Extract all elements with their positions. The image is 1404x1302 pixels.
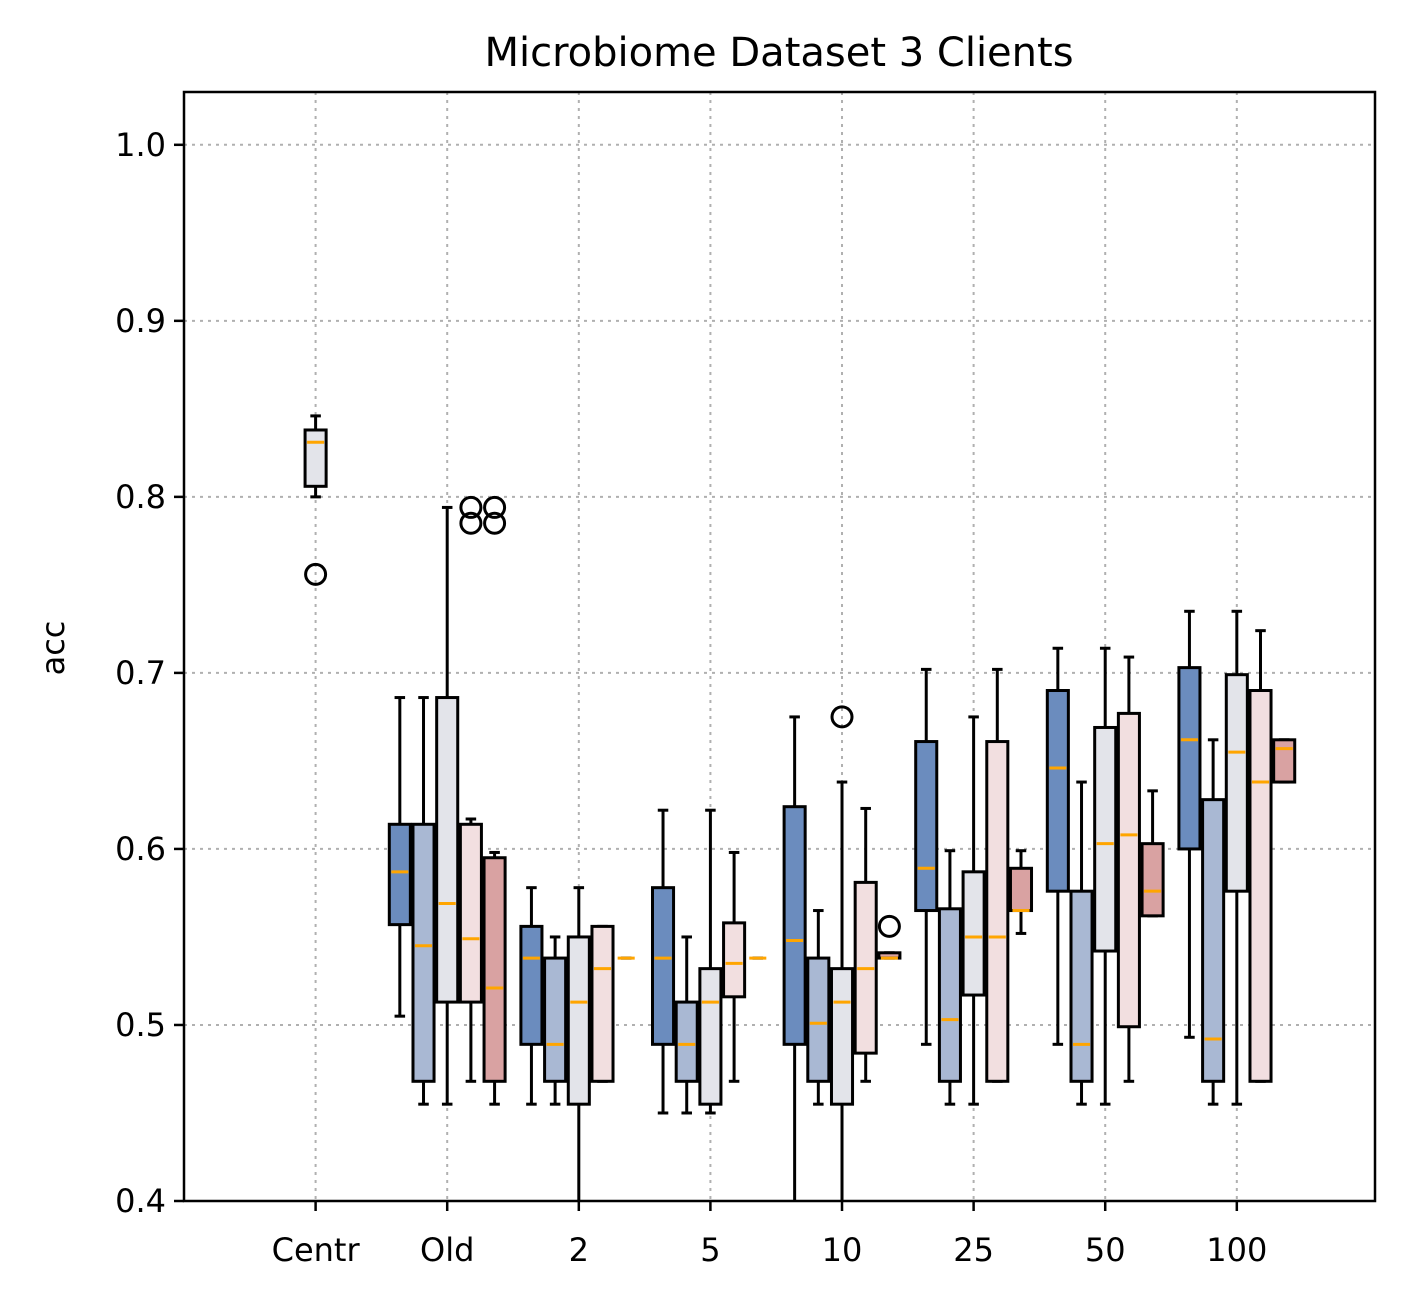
outlier-point <box>483 495 507 519</box>
box-rect <box>1248 689 1273 1083</box>
box-25 <box>1008 849 1034 935</box>
box-rect <box>1140 842 1165 918</box>
outlier-point <box>830 705 854 729</box>
box-13 <box>698 808 723 1115</box>
box-rect <box>722 921 747 999</box>
y-tick-label: 0.4 <box>115 1182 166 1220</box>
box-rect <box>1116 711 1141 1029</box>
box-rect <box>411 822 436 1083</box>
box-5 <box>482 495 507 1106</box>
box-28 <box>1093 646 1118 1106</box>
x-tick-label: 5 <box>700 1231 720 1269</box>
box-rect <box>806 956 831 1083</box>
box-rect <box>937 907 962 1083</box>
box-rect <box>543 956 568 1083</box>
y-tick-label: 0.7 <box>115 654 166 692</box>
box-33 <box>1224 609 1249 1106</box>
box-2 <box>411 696 436 1106</box>
box-rect <box>674 1000 699 1083</box>
box-6 <box>519 886 544 1106</box>
box-rect <box>566 935 591 1106</box>
box-rect <box>829 967 855 1106</box>
box-19 <box>853 806 878 1083</box>
x-tick-label: 25 <box>953 1231 994 1269</box>
box-31 <box>1177 609 1202 1039</box>
box-rect <box>1093 725 1118 953</box>
box-rect <box>590 924 615 1083</box>
box-14 <box>722 850 747 1083</box>
outlier-point <box>459 495 483 519</box>
box-rect <box>782 805 807 1046</box>
box-rect <box>1272 738 1297 784</box>
x-tick-label: 2 <box>569 1231 589 1269</box>
box-3 <box>435 505 460 1106</box>
box-rect <box>519 924 544 1046</box>
y-tick-label: 0.6 <box>115 830 166 868</box>
box-27 <box>1069 780 1094 1106</box>
box-rect <box>482 856 507 1083</box>
box-26 <box>1045 646 1070 1046</box>
box-rect <box>458 822 483 1004</box>
box-30 <box>1140 789 1165 918</box>
box-rect <box>651 886 676 1046</box>
box-rect <box>1224 673 1249 893</box>
box-rect <box>387 822 412 927</box>
box-18 <box>829 705 855 1201</box>
box-7 <box>543 935 568 1106</box>
box-rect <box>1069 889 1094 1083</box>
plot-frame <box>182 90 1377 1203</box>
box-17 <box>806 909 831 1106</box>
box-8 <box>566 886 591 1201</box>
y-tick-label: 0.8 <box>115 478 166 516</box>
box-rect <box>1008 866 1034 913</box>
y-axis-label: acc <box>34 621 72 676</box>
y-tick-label: 1.0 <box>115 126 166 164</box>
box-35 <box>1272 738 1297 784</box>
box-21 <box>914 667 939 1046</box>
box-9 <box>590 924 615 1083</box>
outlier-point <box>877 914 901 938</box>
box-rect <box>303 428 328 488</box>
box-rect <box>914 740 939 913</box>
box-24 <box>985 667 1010 1083</box>
box-rect <box>698 967 723 1106</box>
box-12 <box>674 935 699 1115</box>
box-rect <box>1201 798 1226 1083</box>
box-0 <box>303 414 328 586</box>
y-tick-label: 0.9 <box>115 302 166 340</box>
x-tick-label: Centr <box>272 1231 361 1269</box>
box-rect <box>435 696 460 1004</box>
outlier-point <box>304 562 328 586</box>
box-rect <box>1045 689 1070 893</box>
box-11 <box>651 808 676 1115</box>
y-tick-label: 0.5 <box>115 1006 166 1044</box>
x-tick-label: 50 <box>1085 1231 1126 1269</box>
box-4 <box>458 495 483 1083</box>
box-rect <box>1177 666 1202 851</box>
outlier-point <box>483 511 507 535</box>
box-rect <box>985 740 1010 1083</box>
box-16 <box>782 715 807 1201</box>
grid <box>184 92 1375 1202</box>
box-29 <box>1116 655 1141 1083</box>
boxes <box>303 414 1297 1201</box>
box-rect <box>961 870 986 997</box>
box-34 <box>1248 629 1273 1083</box>
chart-title: Microbiome Dataset 3 Clients <box>484 30 1073 76</box>
box-20 <box>877 914 902 960</box>
x-tick-label: Old <box>420 1231 474 1269</box>
box-1 <box>387 696 412 1018</box>
x-tick-label: 100 <box>1206 1231 1267 1269</box>
x-tick-label: 10 <box>822 1231 863 1269</box>
outlier-point <box>459 511 483 535</box>
box-23 <box>961 715 986 1106</box>
box-22 <box>937 849 962 1106</box>
box-32 <box>1201 738 1226 1106</box>
